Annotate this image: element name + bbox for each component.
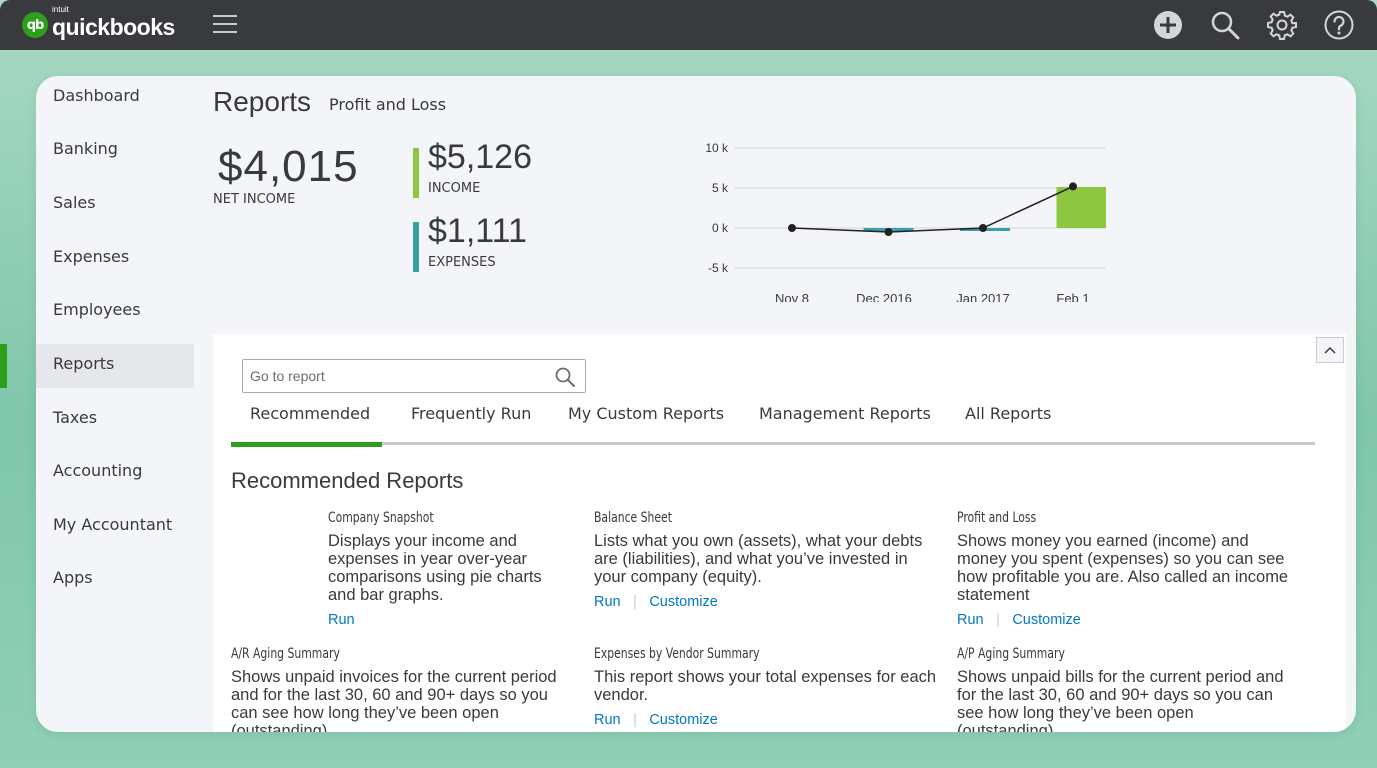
run-link[interactable]: Run xyxy=(328,612,355,628)
run-link[interactable]: Run xyxy=(957,612,984,628)
logo-quickbooks-text: quickbooks xyxy=(52,14,175,40)
logo-intuit-text: intuit xyxy=(52,5,69,14)
sidebar-item-dashboard[interactable]: Dashboard xyxy=(53,86,140,105)
expenses-indicator-bar xyxy=(413,222,419,272)
report-actions: Run | Customize xyxy=(594,712,939,728)
tab-active-indicator xyxy=(231,442,382,447)
report-actions: Run xyxy=(328,612,563,628)
separator: | xyxy=(632,712,638,728)
report-title[interactable]: Company Snapshot xyxy=(328,510,434,526)
chart-bar xyxy=(1056,186,1106,228)
net-income-value: $4,015 xyxy=(218,142,359,191)
profit-loss-chart[interactable]: 10 k 5 k 0 k -5 k Nov 8 Dec 2016 Jan 2017 Feb 1 xyxy=(646,132,1106,302)
chart-x-tick-label: Dec 2016 xyxy=(856,291,912,302)
chart-point xyxy=(1069,182,1077,191)
search-icon[interactable] xyxy=(554,366,576,388)
report-description: Displays your income and expenses in yea… xyxy=(328,532,542,604)
report-card-ar-aging-summary: A/R Aging Summary Shows unpaid invoices … xyxy=(231,646,571,732)
sidebar-item-my-accountant[interactable]: My Accountant xyxy=(53,515,173,534)
income-value[interactable]: $5,126 xyxy=(428,138,532,176)
report-description: This report shows your total expenses fo… xyxy=(594,668,937,704)
run-link[interactable]: Run xyxy=(594,594,621,610)
sidebar-item-expenses[interactable]: Expenses xyxy=(53,247,130,266)
customize-link[interactable]: Customize xyxy=(649,594,718,610)
customize-link[interactable]: Customize xyxy=(1012,612,1081,628)
logo-wordmark: intuit quickbooks xyxy=(52,5,175,41)
tab-my-custom-reports[interactable]: My Custom Reports xyxy=(568,404,725,423)
sidebar-item-taxes[interactable]: Taxes xyxy=(53,408,98,427)
plus-circle-icon[interactable] xyxy=(1152,9,1184,41)
qb-logo-icon: qb xyxy=(22,12,48,38)
chart-x-tick-label: Nov 8 xyxy=(775,291,809,302)
report-actions: Run | Customize xyxy=(594,594,934,610)
report-search-input[interactable] xyxy=(250,364,550,388)
report-description: Lists what you own (assets), what your d… xyxy=(594,532,923,586)
sidebar-item-sales[interactable]: Sales xyxy=(53,193,96,212)
report-title[interactable]: A/P Aging Summary xyxy=(957,646,1065,662)
sidebar-item-accounting[interactable]: Accounting xyxy=(53,461,143,480)
tab-frequently-run[interactable]: Frequently Run xyxy=(411,404,532,423)
search-icon[interactable] xyxy=(1209,9,1241,41)
chart-y-tick-label: -5 k xyxy=(708,261,729,275)
tab-recommended[interactable]: Recommended xyxy=(250,404,371,423)
tab-underline xyxy=(231,442,1315,445)
chart-point xyxy=(979,224,987,232)
separator: | xyxy=(632,594,638,610)
report-description: Shows unpaid invoices for the current pe… xyxy=(231,668,557,732)
sidebar-item-reports[interactable]: Reports xyxy=(36,344,194,388)
sidebar-item-employees[interactable]: Employees xyxy=(53,300,141,319)
report-title[interactable]: Balance Sheet xyxy=(594,510,672,526)
report-title[interactable]: A/R Aging Summary xyxy=(231,646,340,662)
help-icon[interactable] xyxy=(1323,9,1355,41)
top-bar: qb intuit quickbooks xyxy=(0,0,1377,50)
page-subtitle: Profit and Loss xyxy=(329,95,447,114)
report-tabs: Recommended Frequently Run My Custom Rep… xyxy=(231,398,1315,447)
sidebar-item-apps[interactable]: Apps xyxy=(53,568,93,587)
hamburger-menu-icon[interactable] xyxy=(213,15,237,35)
sidebar-active-indicator xyxy=(0,344,7,388)
report-card-balance-sheet: Balance Sheet Lists what you own (assets… xyxy=(594,510,934,610)
run-link[interactable]: Run xyxy=(594,712,621,728)
report-card-ap-aging-summary: A/P Aging Summary Shows unpaid bills for… xyxy=(957,646,1297,732)
expenses-label: EXPENSES xyxy=(428,255,496,270)
sidebar: Dashboard Banking Sales Expenses Employe… xyxy=(36,76,194,732)
report-card-profit-and-loss: Profit and Loss Shows money you earned (… xyxy=(957,510,1302,628)
chart-net-income-line xyxy=(791,185,1074,233)
gear-icon[interactable] xyxy=(1266,9,1298,41)
report-card-company-snapshot: Company Snapshot Displays your income an… xyxy=(328,510,563,628)
sidebar-item-banking[interactable]: Banking xyxy=(53,139,118,158)
chart-x-tick-label: Feb 1 xyxy=(1056,291,1089,302)
report-title[interactable]: Profit and Loss xyxy=(957,510,1037,526)
page-title: Reports xyxy=(213,86,312,117)
chart-y-tick-label: 5 k xyxy=(712,181,729,195)
report-title[interactable]: Expenses by Vendor Summary xyxy=(594,646,760,662)
expenses-value[interactable]: $1,111 xyxy=(428,212,527,250)
main-card: Dashboard Banking Sales Expenses Employe… xyxy=(36,76,1356,732)
separator: | xyxy=(995,612,1001,628)
report-card-expenses-by-vendor: Expenses by Vendor Summary This report s… xyxy=(594,646,939,728)
net-income-label: NET INCOME xyxy=(213,192,296,207)
report-description: Shows unpaid bills for the current perio… xyxy=(957,668,1284,732)
chart-point xyxy=(884,228,893,236)
chevron-up-icon xyxy=(1324,346,1336,354)
customize-link[interactable]: Customize xyxy=(649,712,718,728)
income-indicator-bar xyxy=(413,148,419,198)
income-label: INCOME xyxy=(428,181,481,196)
report-search-box xyxy=(242,359,586,393)
report-actions: Run | Customize xyxy=(957,612,1302,628)
chart-y-tick-label: 0 k xyxy=(712,221,729,235)
reports-panel: Recommended Frequently Run My Custom Rep… xyxy=(213,334,1346,732)
report-description: Shows money you earned (income) and mone… xyxy=(957,532,1289,604)
section-title: Recommended Reports xyxy=(231,468,464,493)
chart-point xyxy=(788,224,796,232)
chart-y-tick-label: 10 k xyxy=(705,141,729,155)
collapse-button[interactable] xyxy=(1316,337,1344,363)
tab-management-reports[interactable]: Management Reports xyxy=(759,404,931,423)
chart-x-tick-label: Jan 2017 xyxy=(956,291,1010,302)
quickbooks-logo[interactable]: qb intuit quickbooks xyxy=(22,5,175,41)
tab-all-reports[interactable]: All Reports xyxy=(965,404,1052,423)
top-icons xyxy=(1152,9,1355,41)
